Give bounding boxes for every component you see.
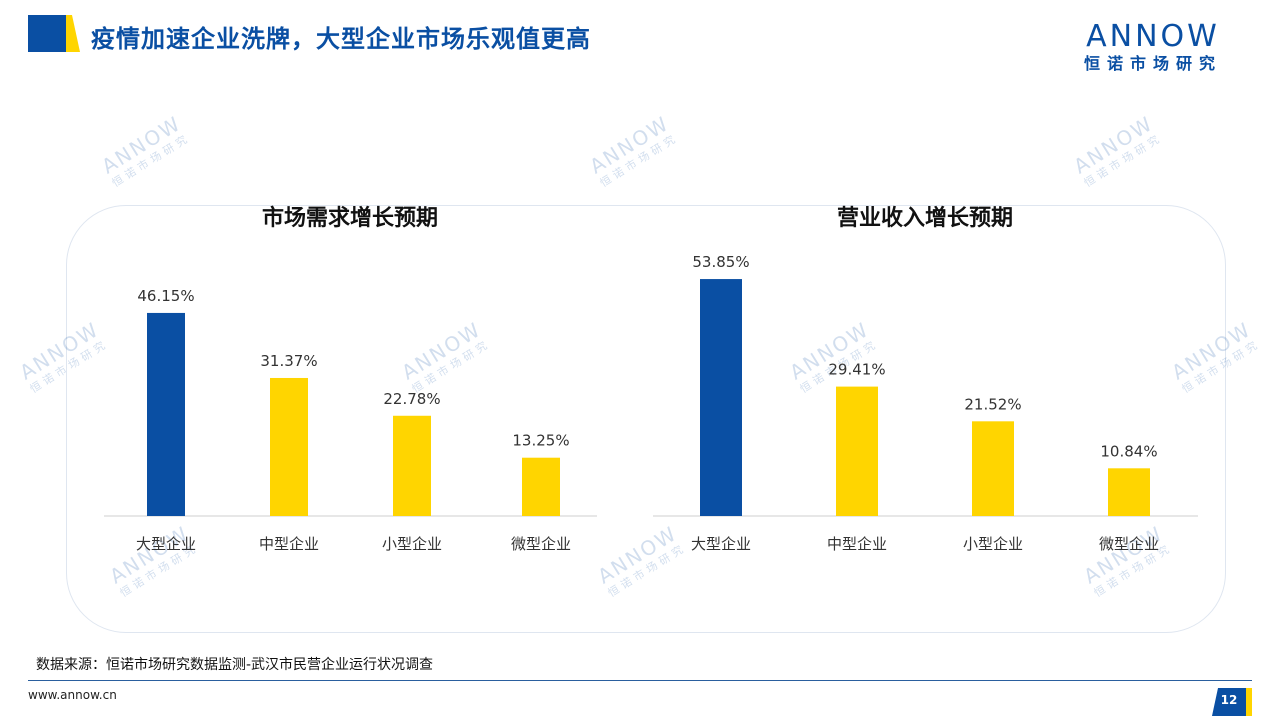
- category-label: 中型企业: [827, 535, 887, 553]
- website-link[interactable]: www.annow.cn: [28, 688, 117, 702]
- bar: [522, 457, 560, 516]
- category-label: 小型企业: [382, 535, 442, 553]
- chart-title-revenue: 营业收入增长预期: [836, 206, 1013, 231]
- category-label: 微型企业: [511, 535, 571, 553]
- bar: [972, 421, 1014, 516]
- data-label: 10.84%: [1100, 442, 1157, 460]
- logo-wordmark: ANNOW: [1086, 19, 1220, 54]
- page-number: 12: [1220, 693, 1238, 707]
- bar: [147, 312, 185, 516]
- footer-divider: [28, 680, 1252, 681]
- page-number-badge: [1212, 688, 1252, 716]
- category-label: 微型企业: [1099, 535, 1159, 553]
- category-label: 小型企业: [963, 535, 1023, 553]
- bar: [1108, 468, 1150, 516]
- category-label: 大型企业: [691, 535, 751, 553]
- header-accent-marker: [28, 15, 80, 52]
- bar: [700, 279, 742, 516]
- bar: [836, 386, 878, 516]
- data-label: 53.85%: [692, 253, 749, 271]
- data-label: 21.52%: [964, 395, 1021, 413]
- category-label: 中型企业: [259, 535, 319, 553]
- data-label: 46.15%: [137, 287, 194, 305]
- page-title: 疫情加速企业洗牌，大型企业市场乐观值更高: [91, 25, 591, 53]
- logo-subtitle: 恒诺市场研究: [1083, 54, 1222, 73]
- category-label: 大型企业: [136, 535, 196, 553]
- data-label: 22.78%: [383, 390, 440, 408]
- chart-title-market-demand: 市场需求增长预期: [261, 206, 438, 231]
- bar: [393, 415, 431, 516]
- data-label: 31.37%: [260, 352, 317, 370]
- annow-logo: ANNOW 恒诺市场研究: [1068, 20, 1238, 76]
- bar: [270, 377, 308, 516]
- data-source-note: 数据来源：恒诺市场研究数据监测-武汉市民营企业运行状况调查: [36, 657, 434, 673]
- data-label: 13.25%: [512, 432, 569, 450]
- chart-panel: [66, 205, 1226, 633]
- data-label: 29.41%: [828, 361, 885, 379]
